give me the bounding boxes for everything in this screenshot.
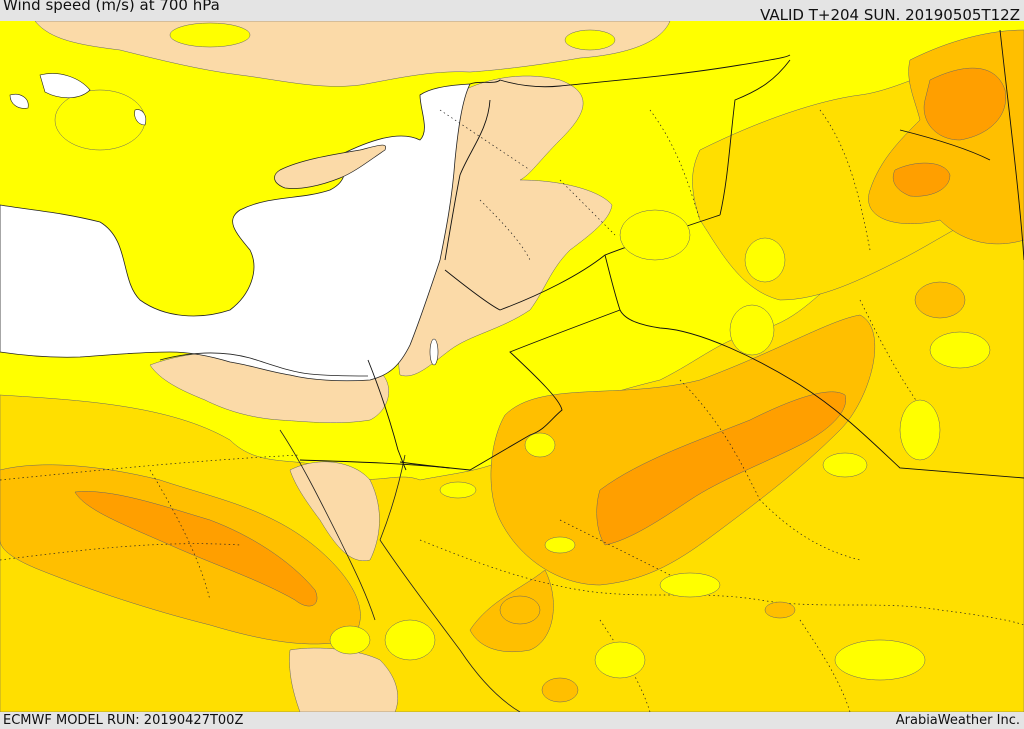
- small-speed-cells: [54, 22, 991, 703]
- speed-highest-fill-ne: [923, 67, 1007, 141]
- model-run: ECMWF MODEL RUN: 20190427T00Z: [3, 713, 244, 728]
- speed-lowest-fill-sudan: [289, 647, 398, 712]
- credit-label: ArabiaWeather Inc.: [895, 713, 1020, 728]
- header-bar: Wind speed (m/s) at 700 hPa VALID T+204 …: [0, 0, 1024, 24]
- red-sea-coast: [379, 539, 521, 712]
- speed-highest-fill-west: [74, 491, 318, 607]
- speed-highest-fill-ne2: [892, 162, 951, 197]
- cyprus-island: [274, 144, 386, 189]
- valid-time: VALID T+204 SUN. 20190505T12Z: [760, 6, 1020, 24]
- map-title: Wind speed (m/s) at 700 hPa: [3, 0, 220, 14]
- footer-bar: ECMWF MODEL RUN: 20190427T00Z ArabiaWeat…: [0, 712, 1024, 729]
- speed-lowest-fill-sinai: [289, 461, 380, 562]
- gulf-of-suez: [279, 429, 376, 621]
- country-borders: [299, 29, 1024, 479]
- wind-speed-map: [0, 21, 1024, 712]
- nile-delta-coast: [159, 352, 369, 377]
- map-svg: [0, 21, 1024, 712]
- aegean-coast: [9, 73, 147, 126]
- dead-sea: [429, 338, 439, 366]
- speed-highest-fill-center: [596, 391, 847, 546]
